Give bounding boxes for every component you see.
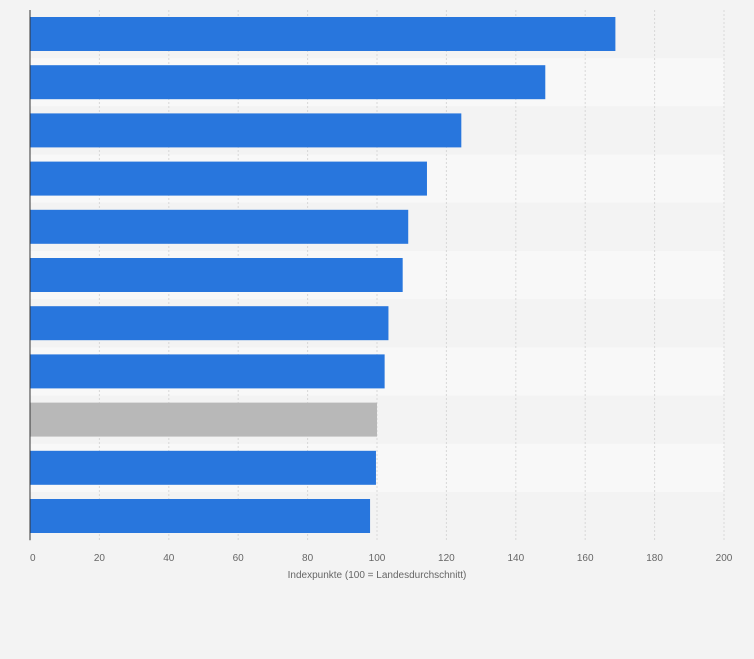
bar	[30, 17, 616, 51]
x-axis-ticks: 0 20 40 60 80 100 120 140 160 180 200	[30, 553, 733, 564]
bars	[30, 17, 616, 533]
bar	[30, 354, 385, 389]
bar	[30, 306, 389, 341]
x-tick-label: 140	[507, 553, 524, 564]
bar	[30, 65, 546, 100]
bar	[30, 161, 427, 196]
x-tick-label: 100	[369, 553, 386, 564]
x-tick-label: 160	[577, 553, 594, 564]
bar	[30, 258, 403, 292]
x-tick-label: 120	[438, 553, 455, 564]
x-axis-title: Indexpunkte (100 = Landesdurchschnitt)	[288, 570, 467, 581]
bar	[30, 450, 376, 485]
bar	[30, 499, 371, 533]
x-tick-label: 60	[233, 553, 245, 564]
x-tick-label: 80	[302, 553, 314, 564]
x-tick-label: 200	[716, 553, 733, 564]
x-tick-label: 180	[646, 553, 663, 564]
bar	[30, 209, 409, 244]
bar	[30, 113, 462, 148]
x-tick-label: 0	[30, 553, 36, 564]
x-tick-label: 40	[163, 553, 175, 564]
bar-highlight	[30, 402, 377, 437]
x-tick-label: 20	[94, 553, 106, 564]
